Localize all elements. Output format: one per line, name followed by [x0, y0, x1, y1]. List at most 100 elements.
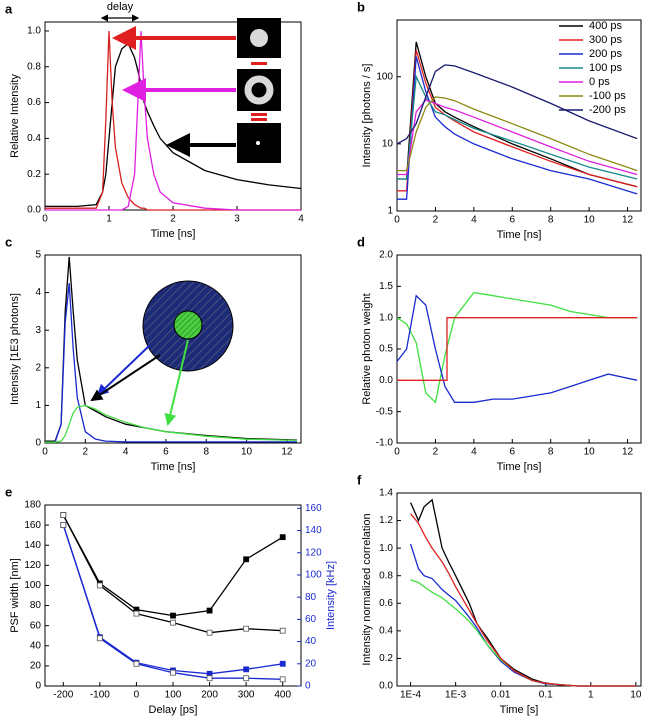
detector-inner: [173, 310, 203, 340]
data-line: [45, 404, 298, 443]
legend-label: -100 ps: [589, 90, 626, 102]
x-tick-label: 10: [584, 447, 596, 458]
psf-spot: [256, 141, 260, 145]
x-tick-label: 4: [298, 214, 304, 225]
y-tick-label: 0.6: [379, 598, 393, 609]
y-tick-label: 5: [35, 250, 41, 261]
y-tick-label: 0: [35, 438, 41, 449]
panel-label: a: [5, 1, 13, 16]
data-point: [96, 582, 103, 589]
data-point: [133, 610, 140, 617]
data-line: [410, 498, 636, 687]
y-tick-label: 0.5: [379, 344, 393, 355]
data-line: [62, 524, 283, 675]
x-tick-label: 6: [509, 215, 515, 226]
y-tick-label: 1.4: [379, 488, 393, 499]
data-point: [170, 619, 176, 626]
plot-frame: [396, 492, 642, 687]
y2-tick-label: 40: [305, 636, 317, 647]
y-tick-label: 1.0: [27, 26, 41, 37]
y-tick-label: 20: [30, 661, 42, 672]
x-tick-label: 10: [630, 690, 642, 701]
y-tick-label: 100: [376, 71, 393, 82]
data-point: [243, 675, 250, 682]
data-line: [396, 294, 638, 403]
data-line: [397, 317, 638, 381]
data-line: [410, 579, 636, 687]
data-point: [243, 666, 250, 673]
y-axis-label: Intensity normalized correlation: [361, 513, 373, 665]
x-tick-label: 8: [548, 215, 554, 226]
plot-frame: [44, 254, 302, 444]
data-line: [62, 524, 283, 680]
x-tick-label: 100: [165, 690, 182, 701]
y-axis-label: PSF width [nm]: [9, 558, 21, 633]
data-line: [45, 283, 297, 443]
x-tick-label: 0: [42, 214, 48, 225]
data-point: [96, 635, 103, 642]
data-point: [243, 625, 250, 632]
y-tick-label: 0.2: [379, 653, 393, 664]
x-tick-label: 0.01: [491, 690, 511, 701]
phase-bar: [251, 62, 267, 65]
y-tick-label: 2.0: [379, 250, 393, 261]
x-tick-label: 4: [471, 215, 477, 226]
y-tick-label: 3: [35, 325, 41, 336]
legend-label: 200 ps: [589, 48, 623, 60]
legend-label: 300 ps: [589, 34, 623, 46]
x-tick-label: 1E-4: [400, 690, 422, 701]
panel-label: d: [357, 234, 365, 249]
plot-frame: [396, 254, 642, 444]
data-line: [396, 291, 638, 404]
x-tick-label: 0: [42, 447, 48, 458]
legend-label: -200 ps: [589, 104, 626, 116]
y-tick-label: 1.0: [379, 543, 393, 554]
data-point: [206, 675, 213, 682]
donut: [244, 75, 274, 105]
phase-bar: [251, 113, 267, 116]
y2-axis-label: Intensity [kHz]: [325, 561, 337, 630]
x-tick-label: -200: [53, 690, 73, 701]
y-tick-label: 1.5: [379, 281, 393, 292]
x-tick-label: 0: [394, 215, 400, 226]
x-axis-label: Time [s]: [500, 704, 539, 716]
y-tick-label: -0.5: [376, 406, 394, 417]
y-tick-label: 4: [35, 287, 41, 298]
data-line: [45, 30, 301, 211]
x-axis-label: Delay [ps]: [149, 704, 198, 716]
x-tick-label: 200: [201, 690, 218, 701]
psf-image: [237, 69, 281, 111]
y-tick-label: 100: [24, 580, 41, 591]
y2-tick-label: 20: [305, 658, 317, 669]
x-tick-label: 2: [433, 447, 439, 458]
x-tick-label: 0.1: [539, 690, 553, 701]
x-axis-label: Time [ns]: [497, 461, 542, 473]
x-tick-label: 0: [394, 447, 400, 458]
data-line: [397, 56, 638, 200]
data-point: [60, 522, 67, 528]
panel-label: e: [5, 484, 12, 499]
x-tick-label: 400: [274, 690, 291, 701]
data-point: [279, 534, 286, 541]
data-point: [206, 629, 213, 636]
data-line: [62, 514, 284, 617]
plot-frame: [44, 504, 302, 687]
data-point: [170, 612, 176, 619]
y-tick-label: 140: [24, 540, 41, 551]
y-tick-label: 0: [35, 681, 41, 692]
data-line: [397, 96, 638, 172]
x-tick-label: 1: [588, 690, 594, 701]
y2-tick-label: 0: [305, 681, 311, 692]
x-tick-label: 0: [134, 690, 140, 701]
y-tick-label: 0.8: [27, 61, 41, 72]
phase-bar: [251, 118, 267, 121]
y-tick-label: 0.0: [379, 681, 393, 692]
y-tick-label: 0.4: [379, 625, 393, 636]
y2-tick-label: 100: [305, 570, 322, 581]
y-axis-label: Intensity [1E3 photons]: [9, 293, 21, 405]
x-tick-label: 12: [622, 447, 634, 458]
y-tick-label: -1.0: [376, 438, 394, 449]
data-point: [206, 607, 213, 614]
arrow: [96, 344, 151, 397]
